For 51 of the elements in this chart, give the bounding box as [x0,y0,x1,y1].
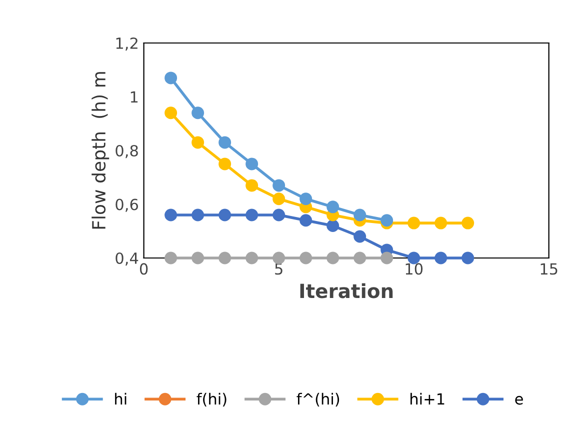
legend-label: f^(hi) [296,392,340,406]
point [326,200,340,214]
point [246,179,258,192]
legend-label: hi [115,392,126,404]
point [354,252,366,264]
point [326,252,340,264]
point [462,216,474,230]
point [326,220,340,232]
point [192,252,204,264]
point [218,136,232,149]
point [380,252,394,264]
y-tick-label: 0,6 [116,198,138,212]
point [434,216,448,230]
point [354,208,366,222]
x-axis-title: Iteration [300,283,393,298]
y-tick-label: 0,8 [116,144,138,158]
point [192,106,204,120]
point [354,230,366,243]
point [164,106,178,120]
point [272,192,286,206]
legend-label: hi+1 [410,392,444,404]
legend-label: f(hi) [196,392,226,406]
point [380,214,394,227]
point [246,252,258,264]
y-tick-label: 1 [130,91,138,103]
point [272,252,286,264]
point [218,208,232,222]
point [192,208,204,222]
point [164,72,178,84]
y-tick-label: 1,2 [116,37,138,51]
y-axis-title: Flow depth (h) m [92,72,110,229]
point [462,252,474,264]
point [192,136,204,149]
point [272,179,286,192]
point [272,208,286,222]
point [246,158,258,170]
point [434,252,448,264]
point [246,208,258,222]
point [164,252,178,264]
point [408,216,420,230]
point [300,192,312,206]
point [218,252,232,264]
x-tick-label: 0 [140,263,148,275]
point [300,252,312,264]
legend-label: e [515,396,523,405]
point [164,208,178,222]
point [300,214,312,227]
y-tick-label: 0,4 [116,252,138,266]
x-tick-label: 15 [540,263,558,275]
x-tick-label: 10 [406,263,423,275]
point [218,158,232,170]
